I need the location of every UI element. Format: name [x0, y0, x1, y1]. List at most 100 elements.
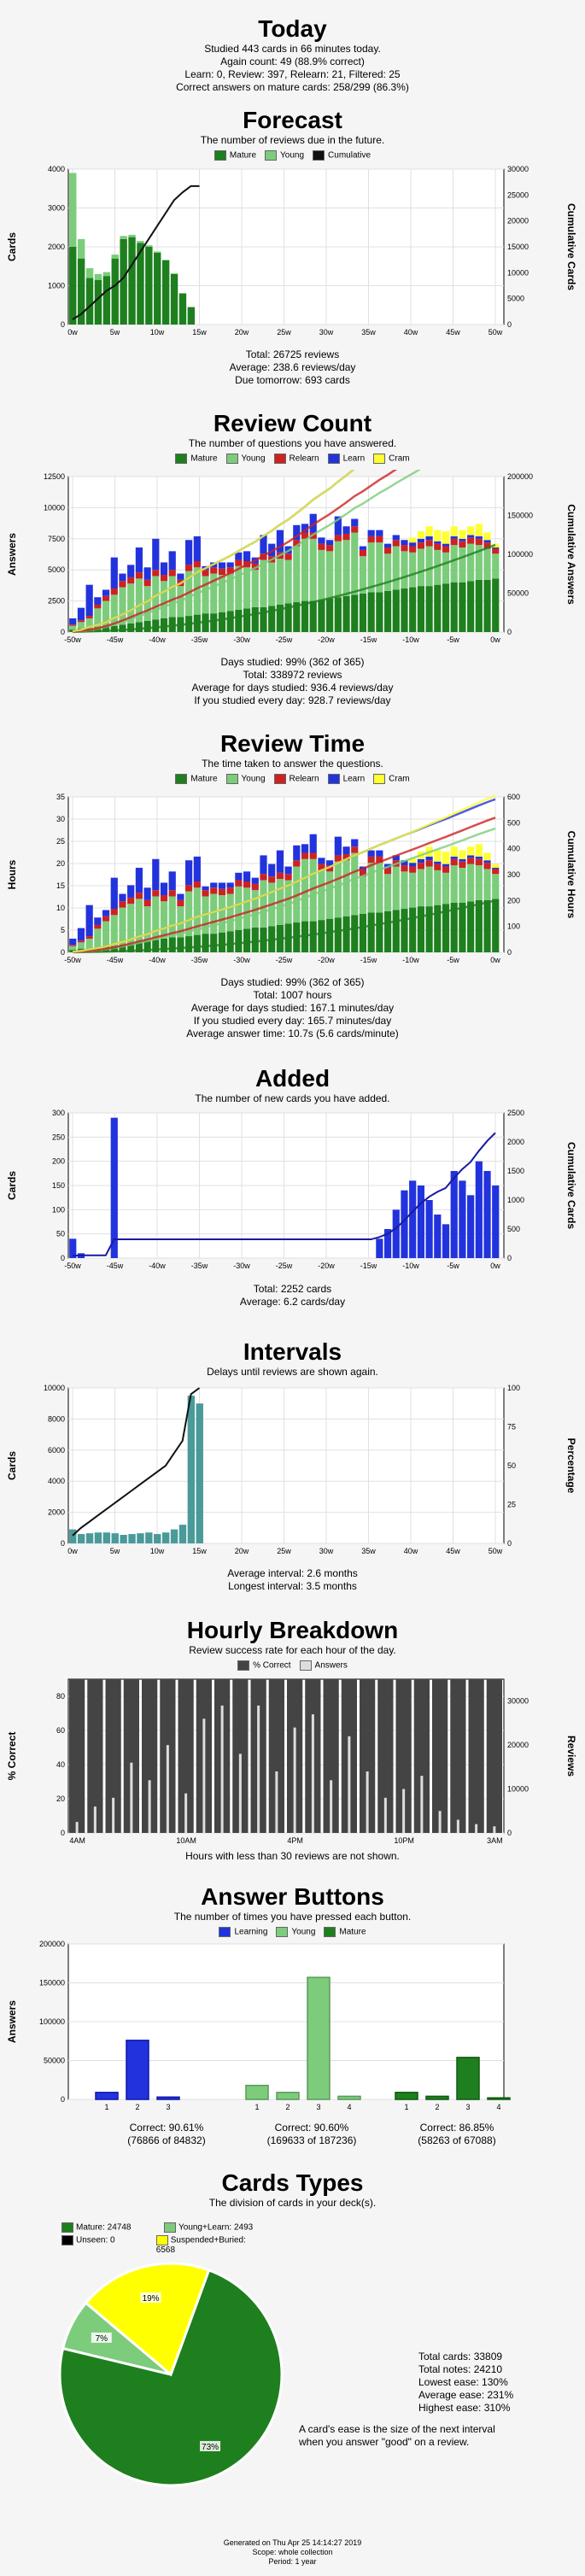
bar-learn: [392, 535, 400, 541]
bar-young: [85, 938, 93, 949]
bar-young: [145, 245, 153, 247]
x-tick-label: -10w: [402, 1262, 419, 1270]
bar-relearn: [467, 537, 475, 544]
bar-young: [120, 236, 127, 239]
bar-added: [459, 1180, 466, 1258]
today-line3: Learn: 0, Review: 397, Relearn: 21, Filt…: [184, 68, 401, 80]
bar-cram: [483, 852, 491, 861]
bar-relearn: [85, 936, 93, 939]
bar-cram: [434, 530, 442, 542]
bar-learn: [417, 858, 424, 864]
x-tick-label: 3: [316, 2103, 320, 2111]
bar-young: [459, 547, 466, 583]
bar-correct: [377, 1679, 394, 1833]
review-time-avg-every: If you studied every day: 165.7 minutes/…: [193, 1015, 392, 1027]
bar-relearn: [334, 535, 342, 542]
y2-tick-label: 0: [507, 1539, 512, 1548]
x-tick-label: 15w: [192, 1547, 207, 1555]
pie-slice: [58, 2268, 284, 2487]
bar-young: [127, 904, 135, 944]
y-tick-label: 3000: [48, 204, 65, 213]
bar-young: [342, 860, 350, 916]
bar-mature: [425, 906, 433, 952]
y2-tick-label: 500: [507, 1225, 520, 1233]
bar-interval: [102, 1532, 111, 1543]
bar-interval: [85, 1533, 94, 1543]
y-tick-label: 6000: [48, 1446, 65, 1455]
x-tick-label: -40w: [149, 956, 166, 964]
added-section: Added The number of new cards you have a…: [0, 1065, 585, 1105]
today-title: Today: [258, 15, 327, 42]
y-tick-label: 150000: [39, 1979, 65, 1988]
legend-cram: Cram: [373, 454, 410, 464]
bar-young: [185, 891, 193, 937]
bar-mature: [268, 606, 276, 632]
y2-tick-label: 2500: [507, 1109, 524, 1117]
bar-learn: [318, 858, 325, 864]
bar-learn: [210, 882, 218, 888]
bar-learn: [425, 856, 433, 861]
x-tick-label: 30w: [319, 1547, 334, 1555]
added-total: Total: 2252 cards: [253, 1283, 332, 1295]
bar-young: [334, 861, 342, 918]
bar-added: [376, 1238, 383, 1258]
bar-learn: [492, 547, 500, 549]
learning-correct: Correct: 90.61% (76866 of 84832): [94, 2122, 239, 2147]
bar-correct: [468, 1679, 484, 1833]
bar-mature: [293, 602, 301, 632]
bar-young: [475, 545, 483, 580]
bar-learning: [95, 2092, 119, 2100]
y2-tick-label: 30000: [507, 165, 529, 173]
bar-mature: [145, 247, 153, 325]
bar-young: [218, 575, 226, 612]
bar-learn: [351, 839, 359, 847]
bar-young: [94, 608, 102, 628]
bar-learn: [110, 557, 118, 589]
bar-relearn: [342, 533, 350, 541]
card-types-subtitle: The division of cards in your deck(s).: [208, 2197, 377, 2209]
pie-slice: [84, 2262, 211, 2377]
bar-mature: [152, 619, 160, 632]
bar-relearn: [276, 872, 284, 880]
bar-young: [218, 895, 226, 933]
bar-learn: [483, 860, 491, 864]
bar-learn: [119, 893, 126, 902]
bar-mature: [409, 907, 417, 952]
bar-correct: [413, 1679, 430, 1833]
y-tick-label: 15: [56, 881, 65, 890]
x-tick-label: -25w: [276, 1262, 293, 1270]
ease-note-1: A card's ease is the size of the next in…: [299, 2423, 495, 2435]
learning-correct-detail: (76866 of 84832): [127, 2134, 206, 2146]
x-tick-label: -15w: [360, 635, 377, 644]
bar-mature: [492, 899, 500, 952]
bar-learn: [417, 538, 424, 543]
bar-relearn: [475, 858, 483, 866]
cumulative-line: [72, 1132, 496, 1257]
x-tick-label: 10AM: [176, 1836, 196, 1843]
bar-mature: [417, 586, 424, 632]
bar-mature: [235, 609, 243, 632]
bar-mature: [161, 260, 170, 325]
forecast-chart: 0 1000 2000 3000 4000 0 5000 10000 15000 20000 250…: [6, 165, 577, 337]
y-axis-label: Cards: [6, 1171, 18, 1200]
bar-relearn: [202, 890, 209, 897]
bar-mature: [135, 942, 143, 952]
bar-mature: [152, 940, 160, 952]
bar-learn: [177, 893, 184, 900]
cumulative-line: [72, 184, 200, 320]
bar-learn: [152, 858, 160, 891]
bar-young: [383, 874, 392, 911]
bar-mature: [401, 909, 408, 952]
bar-mature: [111, 258, 119, 325]
bar-answers: [202, 1718, 206, 1833]
cumulative-mature: [72, 899, 496, 954]
y2-tick-label: 100000: [507, 550, 533, 559]
legend-mature: Mature: [175, 454, 218, 464]
bar-mature: [102, 276, 111, 325]
x-tick-label: 20w: [235, 1547, 249, 1555]
mature-correct-pct: Correct: 86.85%: [419, 2122, 494, 2134]
x-tick-label: 10PM: [394, 1836, 414, 1843]
bar-mature: [459, 902, 466, 952]
bar-relearn: [177, 899, 184, 907]
cumulative-relearn: [72, 817, 496, 953]
